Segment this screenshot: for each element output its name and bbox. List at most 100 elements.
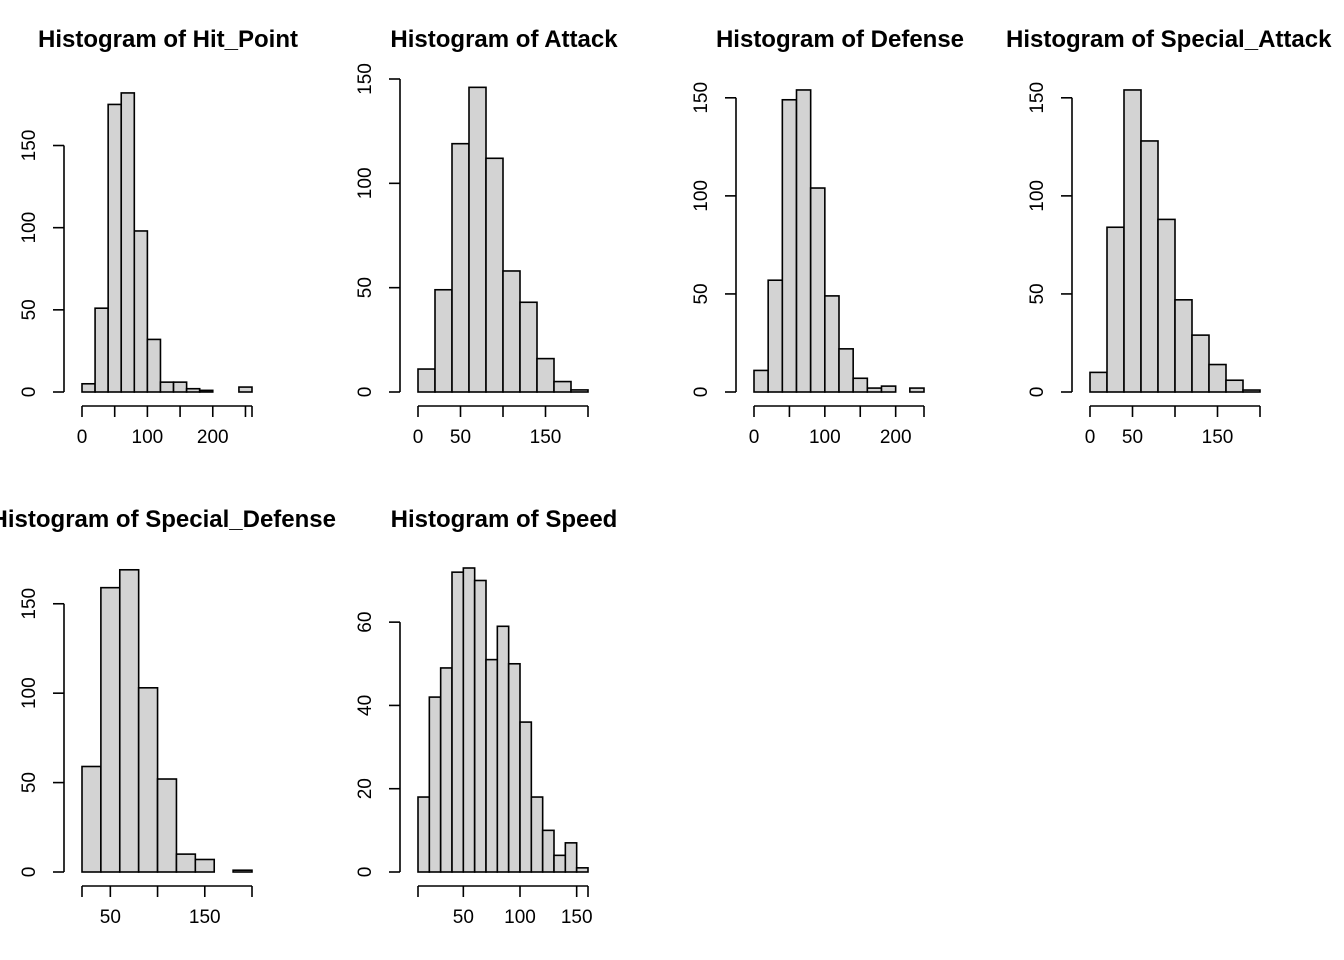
histogram-bar — [232, 869, 253, 873]
histogram-bar — [1089, 371, 1108, 393]
chart-title: Histogram of Hit_Point — [38, 26, 298, 53]
histogram-bar — [1191, 334, 1210, 393]
histogram-bar — [809, 187, 826, 393]
histogram-panel: Histogram of Defense 0 100 200 0 50 100 150 — [691, 26, 964, 448]
y-tick-label: 0 — [19, 387, 40, 398]
histogram-panel: Histogram of Hit_Point 0 100 200 0 50 100 150 — [19, 26, 298, 448]
y-tick-label: 60 — [355, 612, 376, 633]
histogram-bar — [530, 796, 544, 873]
histogram-bar — [194, 858, 216, 873]
y-tick-label: 0 — [1027, 387, 1048, 398]
chart-title: Histogram of Attack — [390, 26, 618, 53]
x-tick-label: 0 — [413, 427, 424, 448]
x-tick-label: 50 — [100, 907, 121, 928]
y-tick-label: 0 — [691, 387, 712, 398]
histogram-bar — [824, 295, 840, 393]
histogram-bar — [1140, 140, 1159, 393]
histogram-bar — [541, 829, 555, 873]
chart-title: Histogram of Special_Defense — [0, 506, 336, 533]
histogram-bar — [1208, 363, 1227, 393]
histogram-bar — [838, 348, 854, 393]
y-tick-label: 0 — [355, 387, 376, 398]
histogram-panel: Histogram of Attack 0 50 150 0 50 100 150 — [355, 26, 618, 448]
x-tick-label: 150 — [1202, 427, 1234, 448]
histogram-bar — [473, 579, 487, 873]
histogram-bar — [507, 662, 521, 873]
histogram-bar — [133, 230, 149, 393]
histogram-bar — [795, 89, 812, 393]
histogram-bar — [175, 853, 197, 873]
histogram-bar — [1225, 379, 1244, 393]
histogram-bar — [159, 381, 175, 393]
histogram-bar — [1157, 218, 1176, 393]
y-tick-label: 150 — [691, 82, 712, 114]
histogram-bar — [519, 301, 538, 393]
histogram-bar — [485, 658, 499, 873]
histogram-bar — [553, 380, 572, 393]
histogram-bar — [536, 357, 555, 393]
y-tick-label: 100 — [691, 180, 712, 212]
histogram-bar — [753, 369, 769, 393]
x-tick-label: 200 — [197, 427, 229, 448]
y-tick-label: 100 — [1027, 180, 1048, 212]
y-tick-label: 50 — [691, 283, 712, 304]
chart-title: Histogram of Special_Attack — [1006, 26, 1332, 53]
y-tick-label: 50 — [1027, 283, 1048, 304]
histogram-bar — [417, 796, 431, 873]
histogram-bar — [81, 382, 96, 393]
histogram-bar — [564, 842, 578, 873]
histogram-bar — [417, 368, 436, 393]
histogram-bar — [428, 696, 442, 873]
histogram-bar — [866, 387, 883, 393]
histogram-panel: Histogram of Special_Defense 50 150 0 50 100 1… — [0, 506, 336, 928]
histogram-bar — [198, 389, 214, 393]
histogram-bar — [81, 765, 102, 873]
x-tick-label: 50 — [1122, 427, 1143, 448]
histogram-bar — [451, 571, 465, 873]
histogram-bar — [462, 567, 476, 873]
chart-title: Histogram of Defense — [716, 26, 964, 53]
y-tick-label: 50 — [19, 772, 40, 793]
histogram-panel: Histogram of Special_Attack 0 50 150 0 50 100 1… — [1006, 26, 1332, 448]
histogram-bar — [570, 389, 589, 393]
x-tick-label: 100 — [809, 427, 841, 448]
histogram-bar — [1242, 389, 1261, 393]
histogram-bar — [852, 377, 869, 393]
histogram-bar — [485, 157, 504, 393]
histogram-bar — [468, 86, 487, 393]
x-tick-label: 0 — [1085, 427, 1096, 448]
y-tick-label: 150 — [19, 588, 40, 620]
y-tick-label: 0 — [355, 867, 376, 878]
y-tick-label: 150 — [355, 63, 376, 95]
histogram-bar — [172, 381, 188, 393]
histogram-bar — [238, 386, 253, 393]
x-tick-label: 100 — [504, 907, 536, 928]
y-tick-label: 50 — [19, 299, 40, 320]
histogram-bar — [880, 385, 897, 393]
histogram-bar — [185, 387, 201, 393]
histogram-bar — [107, 103, 123, 393]
histogram-bar — [1123, 89, 1142, 393]
chart-title: Histogram of Speed — [391, 506, 618, 533]
histogram-bar — [434, 288, 453, 393]
histogram-bar — [502, 270, 521, 393]
y-tick-label: 150 — [1027, 82, 1048, 114]
x-tick-label: 50 — [450, 427, 471, 448]
x-tick-label: 50 — [453, 907, 474, 928]
x-tick-label: 200 — [880, 427, 912, 448]
histogram-bar — [781, 98, 798, 393]
histogram-bar — [553, 854, 567, 873]
y-tick-label: 40 — [355, 695, 376, 716]
histogram-bar — [1174, 299, 1193, 393]
y-tick-label: 50 — [355, 277, 376, 298]
histogram-bar — [451, 142, 470, 393]
histogram-bar — [94, 307, 109, 393]
x-tick-label: 0 — [749, 427, 760, 448]
y-tick-label: 0 — [19, 867, 40, 878]
y-tick-label: 100 — [355, 167, 376, 199]
y-tick-label: 100 — [19, 212, 40, 244]
histogram-bar — [120, 92, 136, 393]
histogram-bar — [575, 867, 589, 873]
histogram-bar — [100, 586, 121, 873]
